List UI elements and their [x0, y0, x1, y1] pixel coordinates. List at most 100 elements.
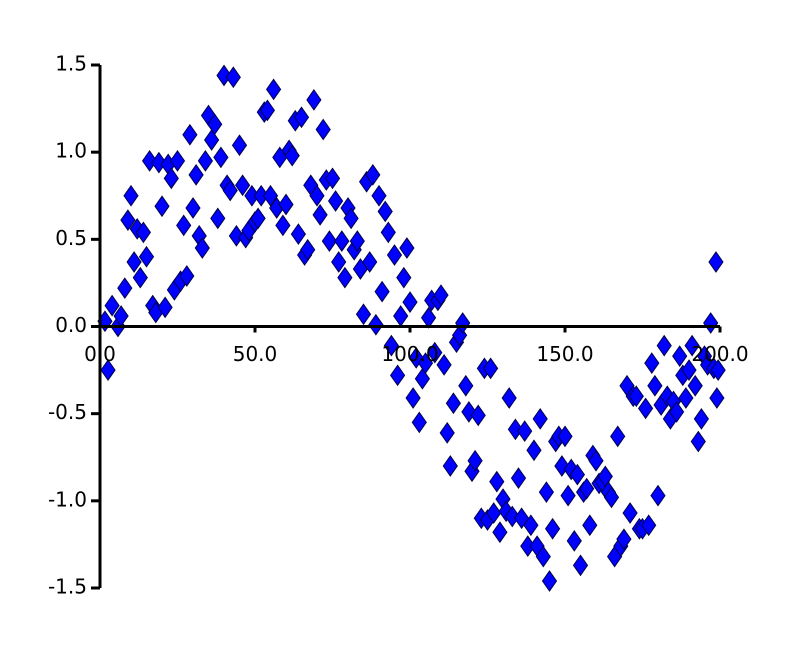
point [420, 306, 437, 329]
point [290, 223, 307, 245]
point [566, 530, 582, 552]
point [265, 78, 282, 101]
point [234, 174, 251, 197]
point [709, 387, 725, 409]
point [231, 134, 248, 157]
point [637, 397, 654, 420]
x-tick-label: 100.0 [381, 342, 438, 366]
point [203, 129, 220, 151]
point [690, 430, 706, 453]
point [560, 484, 576, 507]
y-tick-label: 0.0 [55, 313, 87, 337]
point [616, 528, 632, 551]
y-tick-label: 0.5 [55, 226, 87, 250]
point [327, 190, 344, 212]
point [628, 385, 644, 408]
point [668, 401, 685, 423]
point [386, 244, 403, 266]
point [389, 364, 406, 387]
point [513, 507, 530, 530]
point [647, 374, 663, 397]
point [641, 514, 657, 537]
point [228, 224, 245, 247]
point [179, 265, 195, 287]
point [439, 421, 455, 444]
point [427, 341, 443, 364]
point [355, 303, 372, 326]
point [151, 151, 167, 174]
point [185, 197, 201, 219]
point [445, 392, 462, 415]
point [312, 204, 328, 226]
point [182, 123, 198, 146]
point [176, 214, 192, 237]
point [393, 305, 409, 327]
point [582, 514, 598, 537]
point [470, 404, 486, 427]
y-tick-label: -0.5 [48, 400, 87, 424]
point [436, 353, 452, 376]
point [123, 184, 139, 207]
point [188, 163, 204, 186]
point [343, 207, 359, 230]
point [681, 359, 697, 381]
point [541, 570, 558, 592]
point [622, 502, 638, 524]
point [259, 99, 276, 122]
point [650, 484, 666, 507]
point [120, 209, 136, 232]
point [507, 418, 524, 441]
point [337, 266, 353, 289]
point [383, 334, 400, 357]
point [532, 408, 548, 430]
point [554, 455, 570, 477]
x-tick-label: 200.0 [691, 342, 748, 366]
point [250, 207, 266, 230]
point [656, 334, 672, 357]
point [278, 193, 294, 216]
point [300, 238, 316, 261]
point [405, 387, 421, 409]
point [135, 221, 152, 244]
point [458, 374, 474, 397]
x-tick-label: 0.0 [84, 342, 116, 366]
point [368, 313, 384, 336]
point [526, 439, 542, 462]
point [275, 214, 291, 237]
point [321, 230, 338, 252]
point [213, 146, 229, 169]
point [315, 118, 331, 141]
point [610, 425, 626, 448]
point [644, 352, 660, 374]
point [154, 195, 170, 218]
x-tick-label: 150.0 [536, 342, 593, 366]
point [216, 64, 232, 87]
y-tick-label: -1.5 [48, 575, 87, 599]
point [126, 251, 142, 273]
point [262, 184, 279, 207]
point [207, 113, 223, 136]
y-tick-label: 1.5 [55, 52, 87, 76]
point [117, 277, 133, 300]
point [293, 106, 310, 129]
point [349, 230, 365, 252]
point [169, 150, 186, 172]
y-tick-label: 1.0 [55, 139, 87, 163]
point [365, 163, 381, 186]
point [414, 367, 431, 390]
point [678, 387, 694, 409]
point [492, 521, 508, 544]
point [703, 312, 719, 334]
point [309, 184, 325, 207]
point [104, 294, 120, 317]
point [501, 387, 517, 409]
point [334, 230, 350, 252]
point [399, 237, 415, 259]
point [396, 266, 412, 289]
point [504, 505, 520, 528]
point [324, 167, 341, 190]
point [538, 481, 555, 503]
point [710, 359, 726, 381]
point [672, 345, 688, 368]
